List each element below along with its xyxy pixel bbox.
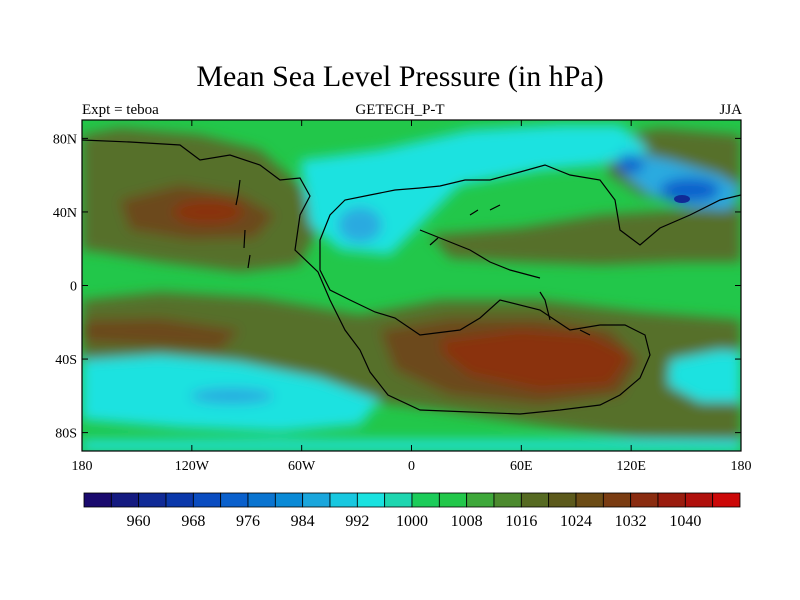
lon-tick-label: 120W (175, 459, 210, 474)
colorbar-swatch (220, 492, 249, 508)
colorbar-swatch (329, 492, 358, 508)
colorbar-swatch (247, 492, 276, 508)
latitude-axis: 80N 40N 0 40S 80S (53, 132, 741, 442)
model-label: GETECH_P-T (355, 102, 445, 118)
colorbar: 960 968 976 984 992 1000 1008 1016 1024 1032 1040 (83, 492, 741, 530)
pressure-field (82, 120, 741, 451)
lon-tick-label: 180 (72, 459, 93, 474)
longitude-axis: 180 120W 60W 0 60E 120E 180 (72, 120, 752, 474)
colorbar-swatch (138, 492, 167, 508)
colorbar-swatch (548, 492, 577, 508)
colorbar-swatch (575, 492, 604, 508)
coastlines (82, 139, 741, 415)
colorbar-swatch (438, 492, 468, 508)
coastline-tethys (419, 229, 541, 279)
colorbar-swatch (411, 492, 440, 508)
season-label: JJA (719, 102, 742, 118)
colorbar-swatch (493, 492, 522, 508)
colorbar-swatch (83, 492, 112, 508)
coastline-islands-north (429, 204, 501, 246)
lat-tick-label: 40N (53, 206, 77, 221)
field-blue-low-atlantic (338, 207, 382, 243)
lon-tick-label: 60W (288, 459, 316, 474)
field-olive-tethys (430, 205, 741, 265)
colorbar-label: 1040 (669, 513, 701, 530)
colorbar-swatch (520, 492, 550, 508)
colorbar-label: 1032 (615, 513, 647, 530)
coastline-islands-south (539, 291, 591, 336)
colorbar-swatch (684, 492, 714, 508)
colorbar-swatch (466, 492, 495, 508)
map-title: Mean Sea Level Pressure (in hPa) (196, 60, 604, 93)
field-lowest-core (674, 195, 690, 203)
field-high-core-south (440, 330, 630, 390)
colorbar-swatch (384, 492, 413, 508)
colorbar-label: 992 (345, 513, 369, 530)
lon-tick-label: 180 (731, 459, 752, 474)
colorbar-label: 984 (291, 513, 315, 530)
colorbar-label: 968 (181, 513, 205, 530)
colorbar-label: 960 (127, 513, 151, 530)
colorbar-swatch (165, 492, 194, 508)
field-cyan-arctic-low (300, 125, 650, 255)
lon-tick-label: 60E (510, 459, 533, 474)
coastline-islands-pacific (235, 179, 251, 269)
colorbar-swatch (712, 492, 741, 508)
colorbar-swatch (657, 492, 686, 508)
colorbar-label: 976 (236, 513, 260, 530)
colorbar-label: 1024 (560, 513, 592, 530)
lat-tick-label: 0 (70, 280, 77, 295)
field-brown-south-west (82, 318, 240, 350)
colorbar-swatch (110, 492, 140, 508)
field-cyan-south-east (668, 350, 741, 402)
field-high-core-north (173, 200, 243, 224)
experiment-label: Expt = teboa (82, 102, 159, 118)
colorbar-label: 1000 (396, 513, 428, 530)
lat-tick-label: 80S (55, 427, 77, 442)
colorbar-label: 1016 (505, 513, 537, 530)
colorbar-swatch (192, 492, 222, 508)
lon-tick-label: 120E (616, 459, 646, 474)
lat-tick-label: 40S (55, 353, 77, 368)
colorbar-label: 1008 (451, 513, 483, 530)
field-deep-low-north-east (660, 178, 720, 202)
lat-tick-label: 80N (53, 132, 77, 147)
field-deep-low-north (616, 157, 644, 173)
colorbar-swatch (630, 492, 659, 508)
field-blue-low-south-pacific (190, 388, 274, 404)
colorbar-swatch (602, 492, 632, 508)
colorbar-swatch (302, 492, 331, 508)
colorbar-swatch (274, 492, 304, 508)
coastline-main (82, 139, 741, 415)
lon-tick-label: 0 (408, 459, 415, 474)
colorbar-swatch (356, 492, 386, 508)
